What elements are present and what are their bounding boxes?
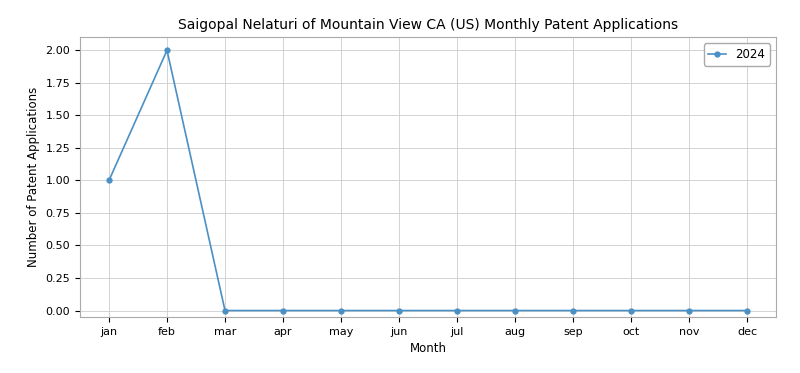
2024 [104,178,114,183]
2024 [220,308,230,313]
Legend: 2024: 2024 [704,43,770,66]
2024 [394,308,404,313]
2024 [162,48,172,53]
Title: Saigopal Nelaturi of Mountain View CA (US) Monthly Patent Applications: Saigopal Nelaturi of Mountain View CA (U… [178,18,678,32]
2024 [684,308,694,313]
2024 [336,308,346,313]
Line: 2024: 2024 [106,48,750,313]
X-axis label: Month: Month [410,342,446,355]
2024 [626,308,636,313]
2024 [452,308,462,313]
2024 [510,308,520,313]
2024 [742,308,752,313]
Y-axis label: Number of Patent Applications: Number of Patent Applications [27,87,40,267]
2024 [568,308,578,313]
2024 [278,308,288,313]
